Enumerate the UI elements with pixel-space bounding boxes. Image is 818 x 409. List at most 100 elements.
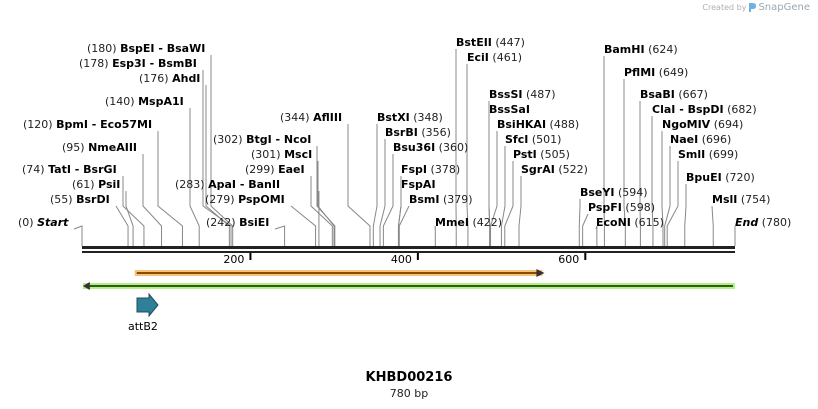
restriction-site-label[interactable]: (283) ApaI - BanII — [175, 178, 280, 191]
site-name: EaeI — [278, 163, 305, 176]
site-name: BsrDI — [76, 193, 110, 206]
site-connector-line — [189, 108, 200, 246]
restriction-site-label[interactable]: NaeI (696) — [670, 133, 731, 146]
restriction-site-label[interactable]: (178) Esp3I - BsmBI — [79, 57, 197, 70]
site-name: BssSaI — [489, 103, 530, 116]
restriction-site-label[interactable]: (344) AflIII — [280, 111, 342, 124]
site-name: NgoMIV — [662, 118, 711, 131]
site-name: Start — [37, 216, 69, 229]
restriction-site-label[interactable]: MmeI (422) — [435, 216, 502, 229]
restriction-site-label[interactable]: EciI (461) — [467, 51, 522, 64]
restriction-site-label[interactable]: EcoNI (615) — [596, 216, 664, 229]
restriction-site-label[interactable]: BstEII (447) — [456, 36, 525, 49]
site-connector-line — [578, 199, 581, 246]
restriction-site-label[interactable]: (299) EaeI — [245, 163, 305, 176]
restriction-site-label[interactable]: PflMI (649) — [624, 66, 688, 79]
restriction-site-label[interactable]: ClaI - BspDI (682) — [652, 103, 757, 116]
site-connector-line — [664, 146, 671, 246]
restriction-site-label[interactable]: BsmI (379) — [409, 193, 473, 206]
restriction-site-label[interactable]: (176) AhdI — [139, 72, 200, 85]
reverse-arrow-icon — [82, 282, 90, 290]
credit-brand: SnapGene — [758, 2, 810, 13]
site-name: BssSI — [489, 88, 523, 101]
restriction-site-label[interactable]: MslI (754) — [712, 193, 770, 206]
restriction-site-label[interactable]: PstI (505) — [513, 148, 570, 161]
restriction-site-label[interactable]: SfcI (501) — [505, 133, 561, 146]
restriction-site-label[interactable]: (120) BpmI - Eco57MI — [23, 118, 152, 131]
restriction-site-label[interactable]: (95) NmeAIII — [62, 141, 137, 154]
restriction-site-label[interactable]: (140) MspA1I — [105, 95, 184, 108]
restriction-site-label[interactable]: BsiHKAI (488) — [497, 118, 579, 131]
site-connector-line — [651, 116, 654, 246]
site-position: (598) — [625, 201, 655, 214]
restriction-site-label[interactable]: (55) BsrDI — [50, 193, 110, 206]
site-position: (348) — [413, 111, 443, 124]
site-connector-line — [382, 154, 394, 246]
restriction-site-label[interactable]: BstXI (348) — [377, 111, 443, 124]
ruler-tick — [584, 253, 587, 260]
site-position: (279) — [205, 193, 235, 206]
site-name: BstXI — [377, 111, 410, 124]
site-name: BstEII — [456, 36, 492, 49]
site-connector-line — [274, 225, 286, 246]
site-name: PspFI — [588, 201, 622, 214]
site-connector-line — [500, 146, 506, 246]
ruler-tick-label: 200 — [223, 253, 245, 266]
restriction-site-label[interactable]: BpuEI (720) — [686, 171, 755, 184]
restriction-site-label[interactable]: BseYI (594) — [580, 186, 648, 199]
site-connector-line — [310, 176, 333, 246]
site-position: (120) — [23, 118, 53, 131]
site-position: (754) — [740, 193, 771, 206]
site-name: NaeI — [670, 133, 699, 146]
site-position: (299) — [245, 163, 275, 176]
site-connector-line — [125, 191, 134, 246]
restriction-site-label[interactable]: (0) Start — [18, 216, 68, 229]
restriction-site-label[interactable]: BsaBI (667) — [640, 88, 708, 101]
restriction-site-label[interactable]: Bsu36I (360) — [393, 141, 468, 154]
site-position: (302) — [213, 133, 243, 146]
site-connector-line — [122, 176, 145, 246]
site-position: (696) — [701, 133, 732, 146]
restriction-site-label[interactable]: (74) TatI - BsrGI — [22, 163, 117, 176]
site-position: (649) — [658, 66, 689, 79]
restriction-site-label[interactable]: (301) MscI — [251, 148, 312, 161]
site-position: (699) — [708, 148, 739, 161]
site-connector-line — [595, 225, 598, 246]
restriction-site-label[interactable]: SgrAI (522) — [521, 163, 588, 176]
site-name: BamHI — [604, 43, 645, 56]
restriction-site-label[interactable]: (61) PsiI — [72, 178, 120, 191]
site-name: ApaI - BanII — [208, 178, 281, 191]
site-name: BpuEI — [686, 171, 722, 184]
site-name: PsiI — [98, 178, 121, 191]
site-position: (283) — [175, 178, 205, 191]
site-name: SgrAI — [521, 163, 555, 176]
site-name: BsaBI — [640, 88, 675, 101]
restriction-site-label[interactable]: (180) BspEI - BsaWI — [87, 42, 205, 55]
restriction-site-label[interactable]: End (780) — [735, 216, 791, 229]
restriction-site-label[interactable]: BamHI (624) — [604, 43, 678, 56]
restriction-site-label[interactable]: (242) BsiEI — [206, 216, 269, 229]
site-name: FspI — [401, 163, 428, 176]
restriction-site-label[interactable]: (279) PspOMI — [205, 193, 285, 206]
site-position: (694) — [713, 118, 744, 131]
site-connector-line — [711, 205, 714, 246]
backbone-bottom-strand — [82, 251, 735, 253]
attB2-feature-arrow-icon — [136, 292, 159, 318]
site-connector-line — [205, 85, 230, 246]
restriction-site-label[interactable]: FspAI — [401, 178, 436, 191]
restriction-site-label[interactable]: BssSaI — [489, 103, 530, 116]
restriction-site-label[interactable]: NgoMIV (694) — [662, 118, 743, 131]
restriction-site-label[interactable]: SmlI (699) — [678, 148, 738, 161]
restriction-site-label[interactable]: BssSI (487) — [489, 88, 556, 101]
restriction-site-label[interactable]: BsrBI (356) — [385, 126, 451, 139]
site-connector-line — [115, 205, 129, 246]
restriction-site-label[interactable]: (302) BtgI - NcoI — [213, 133, 311, 146]
restriction-site-label[interactable]: FspI (378) — [401, 163, 460, 176]
forward-arrow-icon — [536, 269, 545, 277]
restriction-site-label[interactable]: PspFI (598) — [588, 201, 655, 214]
site-name: SfcI — [505, 133, 529, 146]
site-name: BtgI - NcoI — [246, 133, 312, 146]
attB2-feature-label[interactable]: attB2 — [128, 320, 158, 333]
site-connector-line — [684, 184, 687, 246]
